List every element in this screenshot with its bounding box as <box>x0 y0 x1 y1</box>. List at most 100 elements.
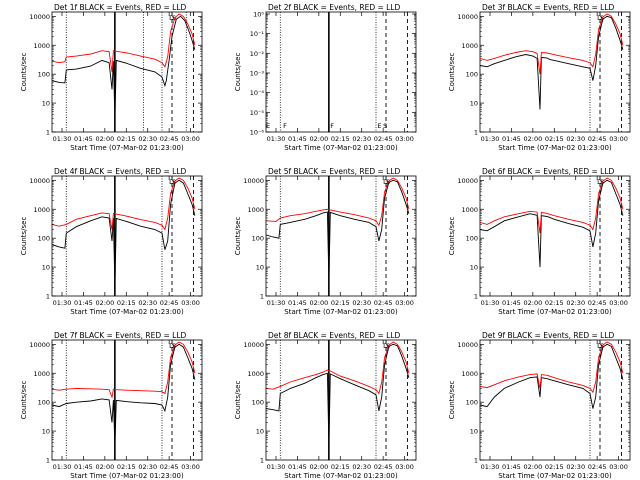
y-tick-label: 1 <box>260 293 264 301</box>
marker-label: E <box>266 122 270 130</box>
marker-label: S <box>172 14 176 22</box>
x-tick-label: 01:45 <box>74 135 93 143</box>
x-tick-label: 02:30 <box>352 463 371 471</box>
x-axis-label: Start Time (07-Mar-02 01:23:00) <box>498 144 612 152</box>
series-lld <box>480 13 624 75</box>
x-tick-label: 02:45 <box>588 135 607 143</box>
plot-area <box>52 340 196 460</box>
x-tick-label: 03:00 <box>181 299 200 307</box>
plot-frame <box>479 11 631 133</box>
plot-area <box>52 12 196 132</box>
series-lld <box>52 341 196 399</box>
panel-det-9: Det 9f BLACK = Events, RED = LLD DS 1 10 100… <box>448 331 631 480</box>
y-axis-label: Counts/sec <box>234 381 242 420</box>
y-axis-label: Counts/sec <box>448 53 456 92</box>
y-tick-label: 1000 <box>247 206 264 214</box>
series-lld <box>52 177 196 231</box>
marker-label: F <box>330 122 334 130</box>
plot-area <box>480 176 624 296</box>
panel-title: Det 3f BLACK = Events, RED = LLD <box>482 3 615 12</box>
x-tick-label: 01:45 <box>74 463 93 471</box>
x-axis-label: Start Time (07-Mar-02 01:23:00) <box>70 308 184 316</box>
y-axis-label: Counts/sec <box>20 53 28 92</box>
x-tick-label: 02:15 <box>331 299 350 307</box>
x-tick-label: 02:45 <box>588 463 607 471</box>
panel-title: Det 5f BLACK = Events, RED = LLD <box>268 167 401 176</box>
y-tick-label: 1 <box>474 129 478 137</box>
series-lld <box>480 177 624 234</box>
plot-area <box>266 340 410 460</box>
y-tick-label: 10000 <box>29 177 50 185</box>
x-tick-label: 02:15 <box>545 135 564 143</box>
plot-frame <box>265 339 417 461</box>
x-tick-label: 02:00 <box>95 135 114 143</box>
x-tick-label: 02:30 <box>138 135 157 143</box>
x-tick-label: 01:30 <box>53 463 72 471</box>
y-tick-label: 10⁻⁵ <box>250 109 265 117</box>
y-tick-label: 1 <box>474 293 478 301</box>
marker-label: S <box>600 14 604 22</box>
x-tick-label: 01:30 <box>267 299 286 307</box>
x-tick-label: 02:15 <box>331 135 350 143</box>
series-events <box>480 179 624 268</box>
x-tick-label: 03:00 <box>395 463 414 471</box>
y-tick-label: 100 <box>38 71 50 79</box>
y-tick-label: 100 <box>38 399 50 407</box>
marker-label: D <box>383 178 388 186</box>
y-tick-label: 10 <box>470 428 478 436</box>
y-axis-label: Counts/sec <box>234 217 242 256</box>
plot-frame <box>479 175 631 297</box>
plot-frame <box>265 11 417 133</box>
y-tick-label: 10 <box>42 264 50 272</box>
plot-frame <box>265 175 417 297</box>
panel-det-8: Det 8f BLACK = Events, RED = LLD DS 1 10 100… <box>234 331 417 480</box>
x-tick-label: 02:45 <box>160 299 179 307</box>
plot-area <box>480 12 624 132</box>
y-tick-label: 1000 <box>33 370 50 378</box>
y-tick-label: 100 <box>466 235 478 243</box>
x-tick-label: 02:00 <box>309 299 328 307</box>
plot-area <box>52 176 196 296</box>
x-tick-label: 02:30 <box>566 463 585 471</box>
panel-title: Det 1f BLACK = Events, RED = LLD <box>54 3 187 12</box>
y-tick-label: 10000 <box>29 341 50 349</box>
y-tick-label: 1000 <box>33 206 50 214</box>
x-tick-label: 02:00 <box>309 135 328 143</box>
y-axis-label: Counts/sec <box>20 217 28 256</box>
x-tick-label: 02:15 <box>545 463 564 471</box>
x-tick-label: 02:15 <box>117 135 136 143</box>
y-tick-label: 10⁻⁴ <box>250 89 265 97</box>
y-tick-label: 1 <box>46 129 50 137</box>
x-tick-label: 02:00 <box>309 463 328 471</box>
x-tick-label: 02:45 <box>374 135 393 143</box>
marker-label: D <box>383 342 388 350</box>
x-tick-label: 01:45 <box>502 463 521 471</box>
panel-title: Det 7f BLACK = Events, RED = LLD <box>54 331 187 340</box>
y-axis-label: Counts/sec <box>234 53 242 92</box>
panel-det-3: Det 3f BLACK = Events, RED = LLD DS 1 10 100… <box>448 3 631 152</box>
x-tick-label: 01:45 <box>502 135 521 143</box>
y-tick-label: 1000 <box>461 206 478 214</box>
y-tick-label: 1000 <box>461 42 478 50</box>
x-tick-label: 03:00 <box>395 135 414 143</box>
y-tick-label: 10000 <box>243 177 264 185</box>
x-tick-label: 02:15 <box>331 463 350 471</box>
x-axis-label: Start Time (07-Mar-02 01:23:00) <box>70 472 184 480</box>
plot-frame <box>51 11 203 133</box>
x-tick-label: 02:30 <box>138 463 157 471</box>
x-tick-label: 02:00 <box>523 135 542 143</box>
x-axis-label: Start Time (07-Mar-02 01:23:00) <box>70 144 184 152</box>
x-axis-label: Start Time (07-Mar-02 01:23:00) <box>498 472 612 480</box>
panel-det-7: Det 7f BLACK = Events, RED = LLD DS 1 10 100… <box>20 331 203 480</box>
x-axis-label: Start Time (07-Mar-02 01:23:00) <box>284 144 398 152</box>
x-tick-label: 01:30 <box>267 135 286 143</box>
marker-label: S <box>386 178 390 186</box>
marker-label: D <box>597 342 602 350</box>
series-events <box>266 343 410 447</box>
y-tick-label: 10000 <box>457 341 478 349</box>
x-tick-label: 02:15 <box>117 463 136 471</box>
marker-label: S <box>172 178 176 186</box>
x-tick-label: 02:45 <box>374 299 393 307</box>
x-tick-label: 03:00 <box>395 299 414 307</box>
